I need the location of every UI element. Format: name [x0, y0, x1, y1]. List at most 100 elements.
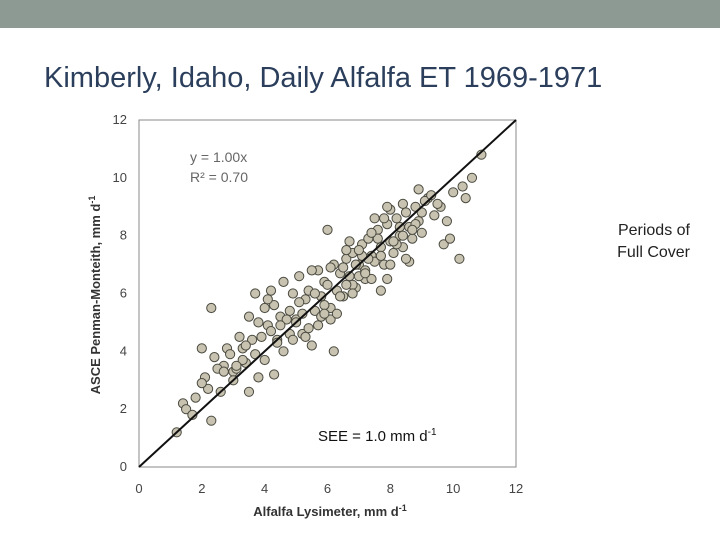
data-point	[203, 383, 214, 394]
data-point	[231, 360, 242, 371]
data-point	[400, 253, 412, 264]
data-point	[388, 236, 399, 247]
data-point	[234, 331, 245, 342]
data-point	[275, 320, 286, 331]
side-note-line2: Full Cover	[617, 244, 690, 261]
data-point	[347, 288, 358, 299]
y-tick-label: 12	[113, 112, 127, 127]
data-point	[353, 245, 364, 256]
data-point	[325, 314, 336, 325]
data-point	[413, 184, 424, 195]
data-point	[397, 230, 408, 241]
data-point	[300, 331, 311, 342]
data-point	[338, 262, 349, 273]
data-point	[407, 224, 418, 235]
data-point	[438, 239, 449, 250]
equation-label: y = 1.00x	[190, 149, 247, 165]
y-axis-label-superscript: -1	[87, 196, 97, 204]
data-point	[419, 195, 430, 207]
data-point	[278, 276, 289, 287]
x-tick-label: 4	[261, 481, 268, 496]
data-point	[429, 210, 440, 221]
y-tick-label: 0	[120, 459, 127, 474]
y-tick-label: 2	[120, 401, 127, 416]
data-point	[247, 334, 258, 345]
data-point	[265, 326, 277, 337]
data-point	[284, 305, 295, 316]
data-point	[253, 372, 264, 383]
x-tick-label: 12	[509, 481, 523, 496]
data-point	[366, 227, 377, 238]
data-point	[382, 273, 393, 285]
data-point	[269, 300, 280, 311]
data-point	[416, 227, 427, 238]
data-point	[454, 253, 465, 264]
x-axis-label-superscript: -1	[399, 503, 407, 513]
data-point	[372, 233, 383, 244]
data-point	[190, 392, 201, 403]
side-note-line1: Periods of	[617, 222, 690, 239]
data-point	[335, 291, 346, 302]
y-tick-label: 10	[113, 170, 127, 185]
data-point	[306, 340, 317, 351]
see-label-superscript: -1	[428, 427, 437, 438]
data-point	[253, 317, 264, 328]
data-point	[360, 268, 371, 279]
y-tick-label: 6	[120, 286, 127, 301]
data-point	[206, 302, 217, 314]
data-point	[328, 346, 339, 357]
data-point	[375, 250, 386, 261]
data-point	[262, 294, 273, 305]
data-point	[196, 343, 207, 354]
data-point	[218, 366, 229, 377]
data-point	[350, 259, 361, 270]
x-tick-label: 8	[387, 481, 394, 496]
data-point	[341, 245, 352, 256]
data-point	[237, 354, 248, 366]
data-point	[379, 213, 390, 224]
data-point	[322, 279, 333, 290]
data-point	[375, 285, 386, 296]
y-tick-label: 8	[120, 228, 127, 243]
x-tick-label: 2	[198, 481, 205, 496]
data-point	[196, 378, 207, 389]
data-point	[243, 311, 255, 322]
data-point	[269, 369, 280, 380]
data-point	[391, 213, 402, 224]
data-point	[460, 193, 471, 204]
axis-ticks: 0 2 4 6 8 10 12 0 2 4 6 8 10 12	[113, 112, 524, 496]
data-point	[306, 265, 317, 276]
r2-label: R² = 0.70	[190, 169, 248, 185]
x-tick-label: 10	[446, 481, 460, 496]
data-point	[243, 386, 255, 397]
data-point	[206, 415, 217, 426]
y-axis-label: ASCE Penman-Monteith, mm d-1	[87, 196, 103, 395]
data-point	[426, 190, 437, 201]
data-point	[287, 334, 298, 345]
data-point	[181, 404, 192, 415]
data-point	[259, 302, 270, 314]
data-point	[331, 308, 342, 319]
data-point	[444, 233, 456, 244]
y-axis-label-text: ASCE Penman-Monteith, mm d	[88, 204, 103, 395]
data-point	[294, 271, 305, 282]
x-tick-label: 0	[135, 481, 142, 496]
data-point	[400, 207, 412, 218]
data-point	[366, 273, 377, 285]
data-point	[322, 224, 333, 235]
x-axis-label-text: Alfalfa Lysimeter, mm d	[253, 504, 399, 519]
data-point	[240, 340, 251, 351]
data-point	[388, 247, 399, 259]
see-label: SEE = 1.0 mm d-1	[318, 427, 437, 445]
fit-line	[138, 119, 517, 468]
data-point	[476, 149, 487, 160]
data-point	[432, 198, 443, 209]
data-point	[407, 233, 418, 244]
data-point	[448, 187, 459, 198]
data-point	[287, 288, 298, 299]
data-point	[225, 349, 236, 360]
data-point	[294, 297, 305, 308]
data-point	[344, 236, 355, 247]
y-tick-label: 4	[120, 343, 127, 358]
